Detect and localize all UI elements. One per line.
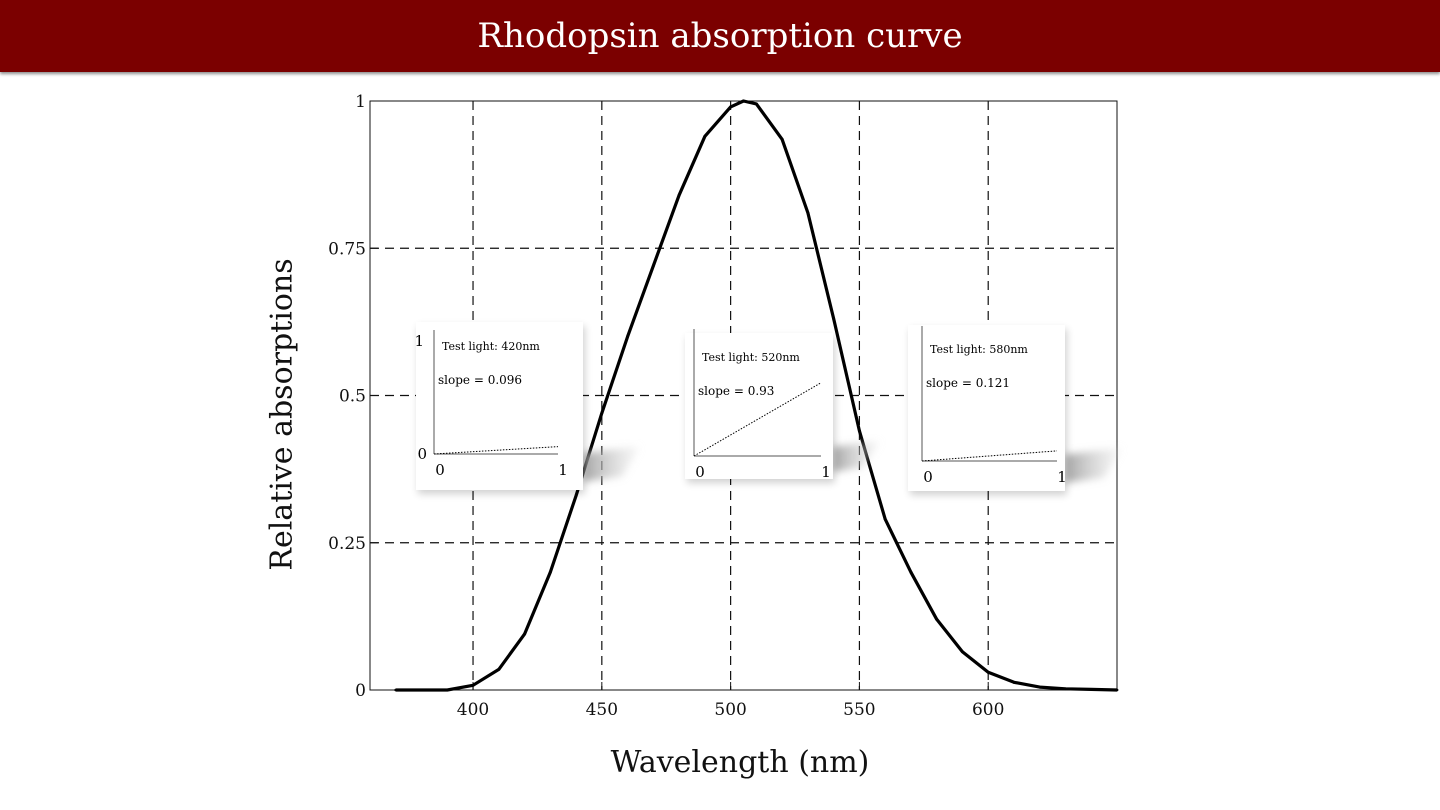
series-point (1064, 687, 1067, 691)
inset-title: Test light: 420nm (442, 340, 540, 353)
y-tick-label: 0 (355, 681, 366, 701)
inset-title: Test light: 520nm (702, 351, 800, 364)
series-layer (394, 99, 1119, 692)
series-point (394, 688, 398, 692)
series-point (1012, 680, 1016, 684)
inset-chart-3: Test light: 580nm slope = 0.121 0 1 (908, 325, 1122, 495)
inset-shadow (833, 441, 880, 472)
series-point (420, 688, 423, 692)
series-point (883, 517, 887, 521)
inset-slope-line (693, 382, 822, 457)
inset-y-top-label: 1 (414, 332, 424, 350)
series-point (858, 429, 861, 433)
series-point (471, 683, 475, 687)
inset-slope-label: slope = 0.096 (438, 373, 522, 387)
series-point (651, 264, 655, 268)
inset-title: Test light: 580nm (930, 343, 1028, 356)
series-point (1038, 685, 1042, 689)
inset-panel (685, 333, 833, 479)
inset-x-left-label: 0 (435, 461, 445, 479)
series-point (703, 134, 707, 138)
series-point (548, 570, 552, 574)
y-axis-label: Relative absorptions (264, 258, 300, 571)
series-point (754, 102, 758, 106)
inset-chart-2: Test light: 520nm slope = 0.93 0 1 (685, 329, 880, 483)
series-point (497, 667, 501, 671)
y-tick-label: 0.75 (328, 239, 366, 259)
series-point (780, 137, 784, 141)
inset-x-left-label: 0 (923, 468, 933, 486)
axis-ticks: 400 450 500 550 600 0 0.25 0.5 0.75 1 (328, 92, 1004, 720)
x-axis-label: Wavelength (nm) (610, 745, 870, 780)
series-point (677, 193, 681, 197)
inset-panel (908, 325, 1065, 491)
inset-y-bottom-label: 0 (417, 445, 427, 463)
series-point (626, 335, 629, 338)
series-point (742, 99, 745, 103)
inset-chart-1: Test light: 420nm slope = 0.096 1 00 1 (414, 322, 640, 494)
series-line-0 (395, 99, 1118, 692)
y-tick-label: 0.5 (339, 387, 366, 407)
series-point (1089, 688, 1093, 691)
inset-x-right-label: 1 (1057, 468, 1067, 486)
series-point (806, 211, 810, 215)
x-tick-label: 400 (457, 700, 489, 720)
x-tick-label: 500 (714, 700, 746, 720)
inset-slope-label: slope = 0.93 (698, 384, 774, 398)
inset-panel (416, 322, 583, 490)
series-point (1115, 688, 1119, 692)
series-point (729, 105, 733, 109)
inset-x-left-label: 0 (695, 463, 705, 481)
series-point (986, 670, 990, 674)
series-point (600, 411, 604, 415)
inset-slope-label: slope = 0.121 (926, 376, 1010, 390)
series-point (909, 570, 913, 574)
series-point (574, 494, 578, 498)
inset-x-right-label: 1 (558, 461, 568, 479)
page-title: Rhodopsin absorption curve (477, 16, 963, 56)
title-bar (0, 0, 1440, 72)
inset-x-right-label: 1 (821, 463, 831, 481)
series-point (961, 650, 964, 654)
series-point (832, 317, 836, 321)
y-tick-label: 1 (355, 92, 366, 112)
x-tick-label: 450 (586, 700, 618, 720)
series-point (445, 688, 449, 692)
inset-shadow (583, 446, 640, 482)
x-tick-label: 600 (972, 700, 1004, 720)
series-point (523, 632, 526, 636)
inset-shadow (1065, 447, 1122, 483)
series-point (935, 617, 939, 621)
x-tick-label: 550 (843, 700, 875, 720)
y-tick-label: 0.25 (328, 534, 366, 554)
